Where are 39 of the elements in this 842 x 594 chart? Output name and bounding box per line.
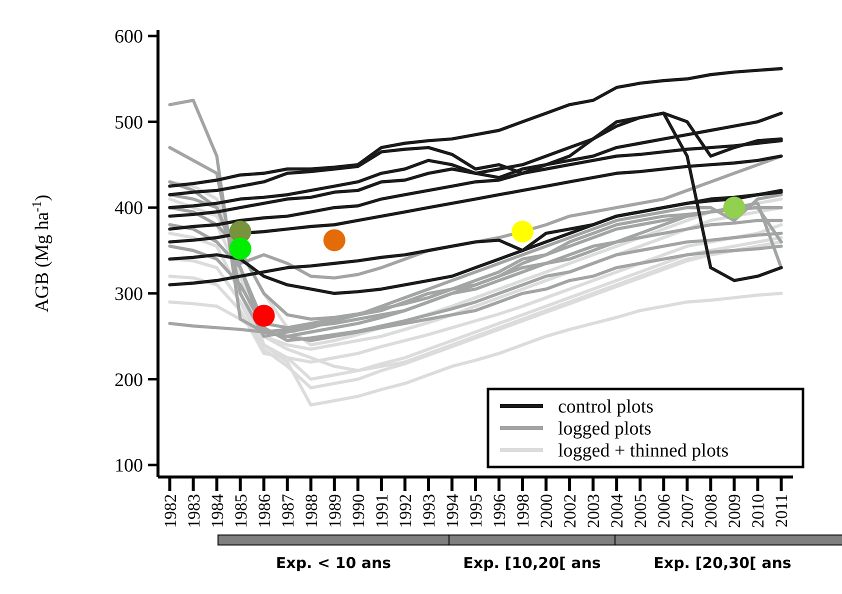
x-tick-label: 2003 xyxy=(584,494,604,528)
x-tick-label: 1988 xyxy=(302,494,321,528)
x-tick-label: 1991 xyxy=(372,494,392,528)
y-tick-label: 200 xyxy=(114,370,143,391)
x-tick-label: 1993 xyxy=(419,494,438,528)
legend-label: control plots xyxy=(558,396,654,418)
x-tick-label: 2010 xyxy=(748,494,768,528)
y-tick-label: 100 xyxy=(114,456,143,477)
x-tick-label: 2004 xyxy=(608,494,627,528)
y-tick-label: 500 xyxy=(114,112,143,134)
x-tick-label: 2007 xyxy=(678,494,698,528)
legend-label: logged + thinned plots xyxy=(558,440,729,462)
x-tick-label: 1984 xyxy=(208,494,227,528)
text: Exp. [20,30[ ans xyxy=(654,554,792,572)
x-tick-label: 2005 xyxy=(631,494,650,528)
x-tick-label: 2011 xyxy=(772,494,792,528)
x-tick-label: 1992 xyxy=(396,494,415,528)
x-tick-label: 2000 xyxy=(537,494,556,528)
x-tick-label: 1989 xyxy=(325,494,344,528)
x-tick-label: 2006 xyxy=(654,494,674,528)
x-tick-label: 1994 xyxy=(442,494,462,528)
x-tick-label: 1996 xyxy=(490,494,510,528)
x-tick-label: 2008 xyxy=(702,494,721,528)
y-tick-label: 300 xyxy=(114,284,143,306)
text: Exp. [10,20[ ans xyxy=(463,554,601,572)
legend-label: logged plots xyxy=(558,418,652,440)
x-tick-label: 1987 xyxy=(278,494,298,528)
x-tick-label: 1995 xyxy=(466,494,486,528)
x-tick-label: 1982 xyxy=(160,494,180,528)
x-tick-label: 1998 xyxy=(514,494,533,528)
x-tick-label: 1990 xyxy=(348,494,368,528)
x-tick-label: 2002 xyxy=(560,494,580,528)
x-tick-label: 2009 xyxy=(725,494,744,528)
x-tick-label: 1985 xyxy=(231,494,250,528)
text: Exp. < 10 ans xyxy=(276,554,392,572)
x-tick-label: 1986 xyxy=(254,494,274,528)
y-tick-label: 600 xyxy=(114,26,143,48)
y-tick-label: 400 xyxy=(114,198,143,220)
x-tick-label: 1983 xyxy=(184,494,204,528)
